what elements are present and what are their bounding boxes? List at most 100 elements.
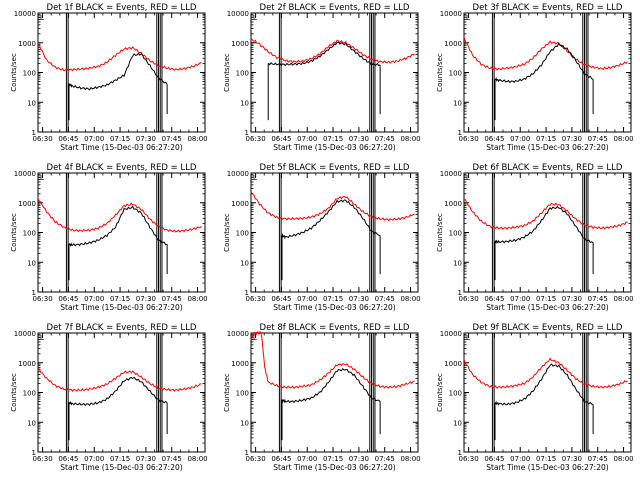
y-axis-label: Counts/sec <box>10 213 18 252</box>
x-tick-label: 08:00 <box>400 295 420 303</box>
x-tick-label: 07:45 <box>588 295 608 303</box>
event-rate-line <box>281 199 381 240</box>
panel-title: Det 6f BLACK = Events, RED = LLD <box>473 163 623 173</box>
event-rate-line <box>68 376 168 407</box>
y-tick-label: 10 <box>240 419 249 427</box>
y-tick-label: 1 <box>458 449 462 457</box>
y-tick-label: 1 <box>458 289 462 297</box>
x-tick-label: 06:30 <box>459 295 479 303</box>
event-rate-line <box>68 52 168 91</box>
x-tick-label: 07:00 <box>510 455 530 463</box>
y-tick-label: 100 <box>23 70 36 78</box>
y-tick-label: 1000 <box>18 360 36 368</box>
event-rate-line <box>494 42 594 84</box>
y-tick-label: 100 <box>449 230 462 238</box>
y-tick-label: 10000 <box>14 330 36 338</box>
y-tick-label: 1 <box>245 449 249 457</box>
y-tick-label: 10000 <box>440 170 462 178</box>
x-tick-label: 07:15 <box>323 295 343 303</box>
event-rate-line <box>267 41 381 67</box>
y-tick-label: 1000 <box>18 40 36 48</box>
x-tick-label: 07:45 <box>375 455 395 463</box>
x-tick-label: 07:30 <box>136 455 156 463</box>
panel-title: Det 1f BLACK = Events, RED = LLD <box>47 3 197 13</box>
x-tick-label: 07:15 <box>536 295 556 303</box>
x-tick-label: 07:30 <box>349 455 369 463</box>
y-tick-label: 10 <box>27 419 36 427</box>
corner-label: L <box>253 174 257 182</box>
y-tick-label: 100 <box>236 230 249 238</box>
corner-label: L <box>253 334 257 342</box>
x-tick-label: 07:45 <box>162 135 182 143</box>
x-tick-label: 07:30 <box>349 295 369 303</box>
x-tick-label: 07:30 <box>349 135 369 143</box>
event-rate-line <box>494 363 594 406</box>
x-tick-label: 08:00 <box>400 455 420 463</box>
y-tick-label: 10000 <box>14 10 36 18</box>
x-tick-label: 06:30 <box>33 455 53 463</box>
x-tick-label: 06:30 <box>459 455 479 463</box>
y-axis-label: Counts/sec <box>436 373 444 412</box>
y-tick-label: 10 <box>453 419 462 427</box>
y-axis-label: Counts/sec <box>223 53 231 92</box>
event-rate-line <box>68 205 168 247</box>
x-tick-label: 06:45 <box>58 295 78 303</box>
corner-label: L <box>466 14 470 22</box>
x-tick-label: 08:00 <box>187 455 207 463</box>
corner-label: L <box>40 174 44 182</box>
plot-frame <box>463 12 632 133</box>
x-tick-label: 07:30 <box>562 135 582 143</box>
x-tick-label: 06:30 <box>459 135 479 143</box>
x-tick-label: 07:30 <box>136 295 156 303</box>
x-tick-label: 07:15 <box>110 295 130 303</box>
y-tick-label: 1000 <box>18 200 36 208</box>
corner-label: L <box>253 14 257 22</box>
y-tick-label: 1000 <box>231 360 249 368</box>
lld-rate-line <box>250 330 415 389</box>
y-tick-label: 1 <box>32 289 36 297</box>
x-tick-label: 08:00 <box>613 135 633 143</box>
y-tick-label: 10000 <box>227 170 249 178</box>
x-tick-label: 07:00 <box>297 135 317 143</box>
x-tick-label: 06:45 <box>484 295 504 303</box>
x-tick-label: 07:45 <box>375 295 395 303</box>
panel-title: Det 4f BLACK = Events, RED = LLD <box>47 163 197 173</box>
y-tick-label: 100 <box>236 390 249 398</box>
x-tick-label: 06:30 <box>246 135 266 143</box>
x-axis-label: Start Time (15-Dec-03 06:27:20) <box>60 303 182 312</box>
y-tick-label: 10 <box>453 99 462 107</box>
x-tick-label: 07:15 <box>536 135 556 143</box>
y-tick-label: 10 <box>27 259 36 267</box>
x-tick-label: 07:15 <box>323 135 343 143</box>
x-tick-label: 06:30 <box>246 455 266 463</box>
plot-frame <box>250 12 419 133</box>
y-tick-label: 1000 <box>444 360 462 368</box>
x-axis-label: Start Time (15-Dec-03 06:27:20) <box>486 463 608 472</box>
y-tick-label: 100 <box>23 390 36 398</box>
panel-title: Det 5f BLACK = Events, RED = LLD <box>260 163 410 173</box>
lld-rate-line <box>250 191 415 222</box>
lld-rate-line <box>37 42 202 72</box>
y-tick-label: 10 <box>27 99 36 107</box>
x-tick-label: 07:00 <box>84 295 104 303</box>
y-tick-label: 100 <box>449 70 462 78</box>
y-tick-label: 100 <box>236 70 249 78</box>
corner-label: L <box>466 174 470 182</box>
event-rate-line <box>281 367 381 404</box>
x-tick-label: 06:45 <box>271 295 291 303</box>
x-tick-label: 06:45 <box>58 455 78 463</box>
y-tick-label: 100 <box>449 390 462 398</box>
x-axis-label: Start Time (15-Dec-03 06:27:20) <box>273 143 395 152</box>
x-tick-label: 07:15 <box>323 455 343 463</box>
panel-title: Det 9f BLACK = Events, RED = LLD <box>473 323 623 333</box>
lld-rate-line <box>37 198 202 233</box>
x-axis-label: Start Time (15-Dec-03 06:27:20) <box>273 303 395 312</box>
panel-title: Det 8f BLACK = Events, RED = LLD <box>260 323 410 333</box>
y-tick-label: 1000 <box>444 200 462 208</box>
y-tick-label: 1 <box>32 449 36 457</box>
